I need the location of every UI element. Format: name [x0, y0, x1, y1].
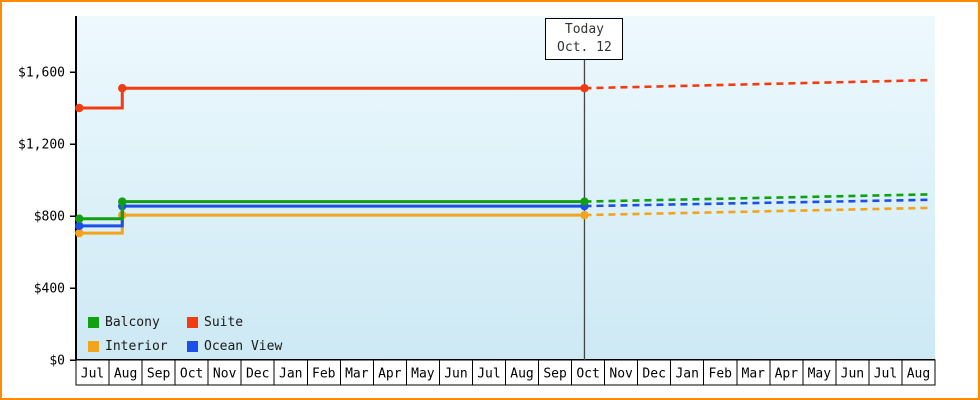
- month-label: Mar: [742, 367, 766, 382]
- month-cell: [538, 359, 573, 386]
- month-label: Nov: [213, 367, 237, 382]
- price-point-interior: [580, 210, 589, 220]
- legend-item-interior: Interior: [88, 339, 187, 354]
- legend-swatch-balcony: [88, 317, 99, 328]
- chart-legend: Balcony Suite Interior Ocean View: [88, 315, 282, 354]
- legend-label: Interior: [105, 339, 168, 354]
- series-line-balcony: [79, 200, 585, 221]
- month-cell: [438, 359, 473, 386]
- forecast-line-suite: [584, 78, 931, 90]
- y-axis-label: $1,200: [18, 138, 65, 153]
- month-label: Jun: [444, 367, 467, 382]
- legend-label: Suite: [204, 315, 244, 330]
- month-cell: [505, 359, 540, 386]
- y-axis-label: $400: [34, 282, 65, 297]
- month-cell: [604, 359, 639, 386]
- month-label: Mar: [345, 367, 369, 382]
- legend-item-ocean-view: Ocean View: [187, 339, 282, 354]
- month-label: Feb: [312, 367, 336, 382]
- legend-swatch-ocean-view: [187, 341, 198, 352]
- month-label: Jan: [675, 367, 698, 382]
- month-label: Feb: [709, 367, 733, 382]
- month-label: Jul: [477, 367, 500, 382]
- price-point-suite: [580, 84, 589, 93]
- forecast-line-interior: [584, 206, 931, 217]
- legend-item-balcony: Balcony: [88, 315, 187, 330]
- month-label: Apr: [378, 367, 402, 382]
- month-label: Jun: [841, 367, 864, 382]
- price-point-ocean-view: [75, 221, 84, 231]
- price-point-balcony: [118, 197, 127, 206]
- legend-swatch-suite: [187, 317, 198, 328]
- month-cell: [802, 359, 837, 386]
- month-cell: [108, 359, 143, 386]
- month-label: Oct: [180, 367, 203, 382]
- month-label: Oct: [576, 367, 599, 382]
- month-label: May: [808, 367, 832, 382]
- month-cell: [174, 359, 209, 386]
- y-axis-label: $0: [49, 354, 65, 369]
- forecast-line-balcony: [584, 193, 931, 203]
- month-cell: [339, 359, 374, 386]
- price-point-interior: [75, 228, 84, 238]
- month-label: Aug: [510, 367, 533, 382]
- price-point-suite: [75, 103, 84, 113]
- legend-item-suite: Suite: [187, 315, 282, 330]
- month-cell: [273, 359, 308, 386]
- month-cell: [901, 359, 936, 386]
- month-cell: [637, 359, 672, 386]
- month-label: Jul: [81, 367, 104, 382]
- price-point-balcony: [580, 197, 589, 206]
- month-label: Aug: [114, 367, 137, 382]
- month-label: Dec: [246, 367, 269, 382]
- price-point-suite: [118, 84, 127, 93]
- plot-area: [76, 16, 935, 360]
- month-label: Apr: [775, 367, 799, 382]
- legend-label: Ocean View: [204, 339, 283, 354]
- price-point-balcony: [75, 214, 84, 223]
- month-cell: [868, 359, 903, 386]
- month-cell: [141, 359, 176, 386]
- legend-swatch-interior: [88, 341, 99, 352]
- today-label: Today: [564, 22, 605, 37]
- month-cell: [240, 359, 275, 386]
- month-cell: [670, 359, 705, 386]
- y-axis-label: $1,600: [18, 66, 65, 81]
- month-label: Sep: [147, 367, 171, 382]
- y-axis-label: $800: [34, 210, 65, 225]
- month-cell: [471, 359, 507, 386]
- month-cell: [372, 359, 407, 386]
- forecast-line-ocean-view: [584, 198, 931, 208]
- month-label: Jan: [279, 367, 302, 382]
- month-label: Aug: [907, 367, 930, 382]
- today-date: Oct. 12: [557, 40, 612, 56]
- series-line-suite: [79, 86, 585, 110]
- today-marker-box: Today Oct. 12: [545, 18, 624, 61]
- month-cell: [405, 359, 440, 386]
- month-label: Jul: [874, 367, 897, 382]
- month-label: Sep: [543, 367, 567, 382]
- month-label: Dec: [642, 367, 665, 382]
- legend-label: Balcony: [105, 315, 160, 330]
- month-label: Nov: [609, 367, 633, 382]
- month-label: May: [411, 367, 435, 382]
- month-cell: [703, 359, 738, 386]
